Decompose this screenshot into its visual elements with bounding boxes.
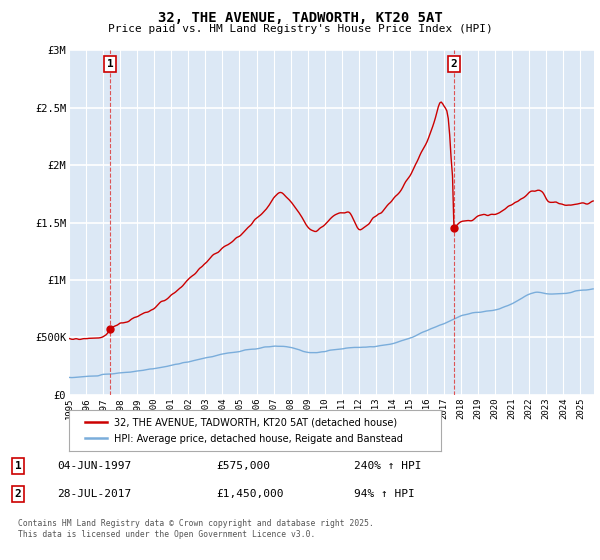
Text: 2: 2 — [451, 59, 457, 69]
Text: 28-JUL-2017: 28-JUL-2017 — [57, 489, 131, 499]
Text: 04-JUN-1997: 04-JUN-1997 — [57, 461, 131, 471]
Text: Price paid vs. HM Land Registry's House Price Index (HPI): Price paid vs. HM Land Registry's House … — [107, 24, 493, 34]
Text: 32, THE AVENUE, TADWORTH, KT20 5AT: 32, THE AVENUE, TADWORTH, KT20 5AT — [158, 11, 442, 25]
Text: 240% ↑ HPI: 240% ↑ HPI — [354, 461, 421, 471]
Legend: 32, THE AVENUE, TADWORTH, KT20 5AT (detached house), HPI: Average price, detache: 32, THE AVENUE, TADWORTH, KT20 5AT (deta… — [82, 414, 407, 447]
Text: £575,000: £575,000 — [216, 461, 270, 471]
Text: 94% ↑ HPI: 94% ↑ HPI — [354, 489, 415, 499]
Text: Contains HM Land Registry data © Crown copyright and database right 2025.
This d: Contains HM Land Registry data © Crown c… — [18, 520, 374, 539]
Text: 1: 1 — [14, 461, 22, 471]
Text: 2: 2 — [14, 489, 22, 499]
Text: £1,450,000: £1,450,000 — [216, 489, 284, 499]
Text: 1: 1 — [107, 59, 113, 69]
